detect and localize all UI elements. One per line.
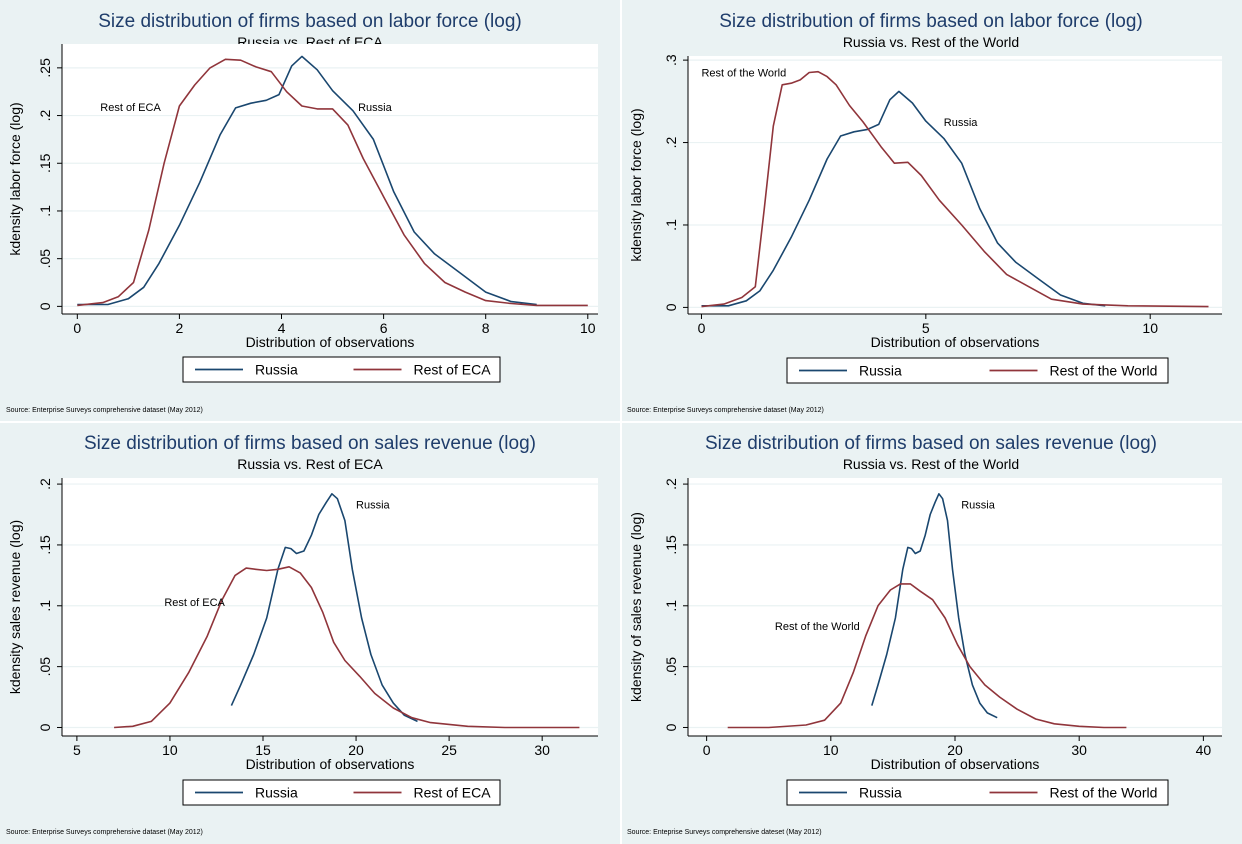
chart-svg: Size distribution of firms based on sale… (6, 433, 598, 836)
series-annotation: Russia (961, 499, 996, 511)
x-axis-label: Distribution of observations (246, 334, 415, 350)
y-axis-label: kdensity of sales revenue (log) (628, 512, 644, 702)
series-line-0 (230, 493, 418, 723)
x-tick-label: 10 (162, 742, 178, 758)
series-line-0 (701, 90, 1106, 307)
x-tick-label: 15 (255, 742, 271, 758)
chart-svg: Size distribution of firms based on labo… (627, 11, 1222, 414)
series-annotation: Rest of ECA (164, 597, 225, 609)
x-axis-label: Distribution of observations (246, 756, 415, 772)
x-tick-label: 5 (73, 742, 81, 758)
chart-panel-sales-world: Size distribution of firms based on sale… (621, 422, 1242, 844)
x-tick-label: 30 (534, 742, 550, 758)
source-note: Source: Enteprise Surveys comprehensive … (627, 829, 822, 836)
chart-subtitle: Russia vs. Rest of ECA (237, 456, 383, 472)
legend-label: Russia (859, 363, 902, 379)
x-tick-label: 30 (1071, 742, 1087, 758)
legend-label: Russia (255, 362, 298, 378)
y-tick-label: .05 (37, 249, 53, 269)
x-tick-label: 2 (176, 320, 184, 336)
legend-label: Rest of ECA (414, 785, 492, 801)
chart-panel-labor-world: Size distribution of firms based on labo… (621, 0, 1242, 422)
source-note: Source: Enterprise Surveys comprehensive… (6, 407, 203, 414)
x-tick-label: 20 (947, 742, 963, 758)
series-annotation: Rest of the World (775, 621, 860, 633)
x-tick-label: 6 (380, 320, 388, 336)
y-tick-label: .2 (37, 478, 53, 490)
x-tick-label: 10 (823, 742, 839, 758)
series-annotation: Rest of ECA (100, 102, 161, 114)
y-tick-label: .15 (663, 535, 679, 555)
x-tick-label: 25 (441, 742, 457, 758)
chart-panel-labor-eca: Size distribution of firms based on labo… (0, 0, 621, 422)
y-tick-label: .2 (37, 110, 53, 122)
y-tick-label: .15 (37, 153, 53, 173)
panel-divider-horizontal (0, 421, 1242, 423)
x-tick-label: 0 (73, 320, 81, 336)
y-tick-label: .15 (37, 535, 53, 555)
chart-svg: Size distribution of firms based on labo… (6, 11, 598, 414)
y-axis-label: kdensity labor force (log) (628, 108, 644, 261)
y-tick-label: 0 (37, 302, 53, 310)
chart-subtitle: Russia vs. Rest of the World (843, 34, 1019, 50)
legend-box (786, 357, 1169, 384)
series-annotation: Russia (358, 102, 393, 114)
legend-label: Russia (255, 785, 298, 801)
x-tick-label: 4 (278, 320, 286, 336)
series-line-1 (701, 70, 1209, 308)
x-axis-label: Distribution of observations (871, 756, 1040, 772)
legend-label: Russia (859, 785, 902, 801)
y-tick-label: .1 (663, 600, 679, 612)
x-tick-label: 40 (1196, 742, 1212, 758)
chart-panel-sales-eca: Size distribution of firms based on sale… (0, 422, 621, 844)
series-annotation: Russia (356, 499, 391, 511)
y-tick-label: 0 (37, 723, 53, 731)
series-line-0 (871, 493, 998, 719)
x-tick-label: 0 (703, 742, 711, 758)
x-tick-label: 10 (1142, 320, 1158, 336)
plot-area (688, 56, 1222, 314)
plot-area (688, 478, 1222, 736)
series-line-1 (727, 583, 1127, 729)
y-tick-label: .1 (37, 600, 53, 612)
source-note: Source: Enterprise Surveys comprehensive… (6, 829, 203, 836)
y-tick-label: 0 (663, 723, 679, 731)
series-line-0 (77, 55, 537, 306)
chart-subtitle: Russia vs. Rest of the World (843, 456, 1019, 472)
y-tick-label: 0 (663, 303, 679, 311)
chart-svg: Size distribution of firms based on sale… (627, 433, 1222, 836)
y-tick-label: .05 (37, 657, 53, 677)
y-tick-label: .2 (663, 137, 679, 149)
x-tick-label: 5 (922, 320, 930, 336)
chart-title: Size distribution of firms based on sale… (705, 433, 1157, 454)
legend-box (786, 779, 1169, 806)
series-line-1 (77, 58, 588, 307)
legend-label: Rest of ECA (414, 362, 492, 378)
y-tick-label: .1 (663, 219, 679, 231)
y-axis-label: kdensity sales revenue (log) (7, 520, 23, 694)
y-tick-label: .1 (37, 205, 53, 217)
plot-area (62, 478, 598, 736)
series-annotation: Rest of the World (701, 68, 786, 80)
x-tick-label: 10 (580, 320, 596, 336)
y-tick-label: .3 (663, 54, 679, 66)
chart-title: Size distribution of firms based on labo… (98, 11, 521, 32)
source-note: Source: Enterprise Surveys comprehensive… (627, 407, 824, 414)
y-axis-label: kdensity labor force (log) (7, 102, 23, 255)
x-tick-label: 0 (698, 320, 706, 336)
chart-title: Size distribution of firms based on sale… (84, 433, 536, 454)
chart-title: Size distribution of firms based on labo… (719, 11, 1142, 32)
series-line-1 (114, 566, 580, 729)
legend-label: Rest of the World (1050, 363, 1158, 379)
series-annotation: Russia (944, 117, 979, 129)
plot-area (62, 44, 598, 314)
x-axis-label: Distribution of observations (871, 334, 1040, 350)
y-tick-label: .25 (37, 58, 53, 78)
y-tick-label: .2 (663, 478, 679, 490)
x-tick-label: 8 (482, 320, 490, 336)
x-tick-label: 20 (348, 742, 364, 758)
legend-label: Rest of the World (1050, 785, 1158, 801)
y-tick-label: .05 (663, 657, 679, 677)
